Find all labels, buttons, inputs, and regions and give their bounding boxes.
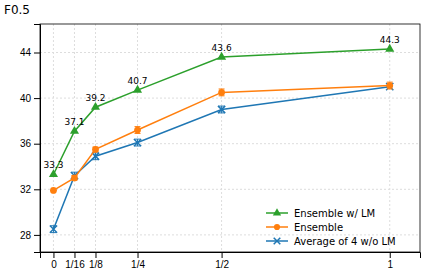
data-label: 44.3 — [380, 35, 400, 45]
grid-line — [40, 189, 420, 190]
data-label: 39.2 — [85, 93, 105, 103]
data-label: 43.6 — [212, 43, 232, 53]
tick-mark — [138, 252, 139, 258]
grid-line — [137, 24, 138, 252]
point — [386, 82, 393, 89]
axis-line — [34, 25, 41, 253]
tick-mark — [222, 252, 223, 258]
tick: 1/2 — [215, 252, 229, 270]
error-bar — [219, 89, 225, 96]
marks — [49, 44, 394, 233]
line — [53, 49, 389, 174]
x-axis: 0 1/16 1/8 1/4 1/2 1 — [41, 252, 421, 270]
error-bar — [50, 226, 56, 233]
legend-marker — [273, 208, 281, 215]
tick-label: 36 — [20, 138, 32, 149]
tick: 44 — [20, 47, 40, 58]
point — [386, 83, 393, 90]
tick-label: 1/8 — [89, 259, 103, 270]
legend-marker — [274, 224, 280, 230]
tick-label: 44 — [20, 47, 32, 58]
tick: 0 — [51, 252, 57, 270]
grid — [40, 24, 420, 252]
data-label: 40.7 — [127, 76, 147, 86]
tick-mark — [95, 252, 96, 258]
legend-item: Ensemble w/ LM — [266, 208, 375, 219]
tick-mark — [390, 252, 391, 258]
point — [50, 226, 57, 233]
tick: 36 — [20, 138, 40, 149]
legend-label: Ensemble — [294, 222, 343, 233]
point — [218, 106, 225, 113]
tick: 32 — [20, 184, 40, 195]
y-axis: 28 32 36 40 44 — [20, 25, 41, 253]
tick: 40 — [20, 93, 40, 104]
tick-mark — [34, 189, 40, 190]
grid-line — [389, 24, 390, 252]
point — [71, 175, 78, 182]
chart: 0 1/16 1/8 1/4 1/2 1 28 32 36 40 44 33.3 37.1 39.2 40.… — [0, 0, 430, 278]
line — [53, 86, 389, 191]
point — [218, 89, 225, 96]
series — [49, 44, 394, 177]
point — [134, 139, 141, 146]
y-axis-title: F0.5 — [4, 3, 30, 17]
point — [92, 146, 99, 153]
point — [50, 187, 57, 194]
tick-mark — [53, 252, 54, 258]
tick-mark — [34, 53, 40, 54]
grid-line — [95, 24, 96, 252]
error-bar — [219, 106, 225, 113]
line — [53, 87, 389, 230]
error-bar — [135, 139, 141, 146]
tick-label: 1/4 — [131, 259, 145, 270]
tick-label: 1/2 — [215, 259, 229, 270]
tick-label: 40 — [20, 93, 32, 104]
tick-label: 1 — [387, 259, 393, 270]
legend-label: Average of 4 w/o LM — [294, 236, 396, 247]
grid-line — [53, 24, 54, 252]
legend-item: Average of 4 w/o LM — [266, 236, 396, 247]
grid-line — [74, 24, 75, 252]
tick: 28 — [20, 230, 40, 241]
tick-mark — [34, 144, 40, 145]
tick: 1 — [387, 252, 393, 270]
series — [50, 82, 393, 194]
plot-frame — [40, 24, 420, 252]
tick: 1/4 — [131, 252, 145, 270]
tick-label: 1/16 — [65, 259, 85, 270]
data-label: 33.3 — [43, 160, 63, 170]
tick-mark — [74, 252, 75, 258]
error-bar — [92, 153, 98, 160]
legend-marker — [274, 238, 281, 245]
tick-label: 28 — [20, 230, 32, 241]
legend-label: Ensemble w/ LM — [294, 208, 375, 219]
tick: 1/16 — [65, 252, 85, 270]
tick-label: 32 — [20, 184, 32, 195]
tick-label: 0 — [51, 259, 57, 270]
axis-line — [41, 253, 421, 259]
legend: Ensemble w/ LM Ensemble Average of 4 w/o L… — [266, 208, 396, 247]
legend-item: Ensemble — [266, 222, 343, 233]
grid-line — [40, 143, 420, 144]
point — [134, 127, 141, 134]
error-bar — [387, 82, 393, 89]
tick-mark — [34, 98, 40, 99]
error-bar — [135, 127, 141, 134]
data-label: 37.1 — [64, 117, 84, 127]
tick: 1/8 — [89, 252, 103, 270]
plot: 0 1/16 1/8 1/4 1/2 1 28 32 36 40 44 33.3 37.1 39.2 40.… — [20, 24, 421, 270]
data-labels: 33.3 37.1 39.2 40.7 43.6 44.3 — [43, 35, 399, 170]
tick-mark — [34, 235, 40, 236]
